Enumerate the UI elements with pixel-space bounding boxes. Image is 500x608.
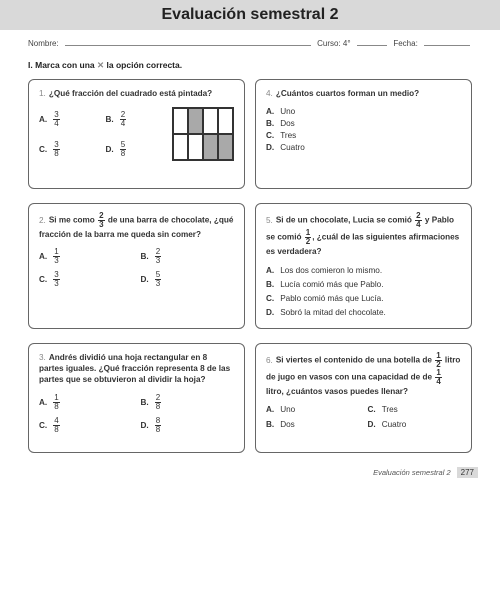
fecha-line	[424, 38, 470, 46]
q4-opt-c[interactable]: C.Tres	[266, 131, 461, 140]
nombre-label: Nombre:	[28, 39, 59, 48]
q1-options: A.34 B.24 C.38 D.58	[39, 107, 164, 161]
q5-num: 5.	[266, 216, 273, 225]
q5-text: 5.Si de un chocolate, Lucia se comió 24 …	[266, 212, 461, 257]
question-4: 4.¿Cuántos cuartos forman un medio? A.Un…	[255, 79, 472, 189]
page-title: Evaluación semestral 2	[0, 6, 500, 24]
q1-opt-d[interactable]: D.58	[106, 141, 165, 158]
q1-prompt: ¿Qué fracción del cuadrado está pintada?	[49, 89, 212, 98]
q2-opt-b[interactable]: B.23	[141, 248, 235, 265]
q6-opt-a[interactable]: A.Uno	[266, 405, 360, 414]
q4-text: 4.¿Cuántos cuartos forman un medio?	[266, 88, 461, 99]
q3-opt-b[interactable]: B.28	[141, 394, 235, 411]
instruction-roman: I.	[28, 60, 33, 70]
q5-opt-c[interactable]: C.Pablo comió más que Lucía.	[266, 293, 461, 304]
q5-options: A.Los dos comieron lo mismo. B.Lucía com…	[266, 265, 461, 318]
question-2: 2.Si me como 23 de una barra de chocolat…	[28, 203, 245, 329]
q1-text: 1.¿Qué fracción del cuadrado está pintad…	[39, 88, 234, 99]
q1-opt-c[interactable]: C.38	[39, 141, 98, 158]
q4-opt-d[interactable]: D.Cuatro	[266, 143, 461, 152]
q6-opt-d[interactable]: D.Cuatro	[368, 420, 462, 429]
q3-opt-a[interactable]: A.18	[39, 394, 133, 411]
curso-label: Curso: 4°	[317, 39, 350, 48]
q3-num: 3.	[39, 353, 46, 362]
q3-options: A.18 B.28 C.48 D.88	[39, 394, 234, 434]
fecha-label: Fecha:	[393, 39, 417, 48]
page-number: 277	[457, 467, 478, 478]
footer-label: Evaluación semestral 2	[373, 468, 451, 477]
nombre-line	[65, 38, 311, 46]
instruction-pre: Marca con una	[35, 60, 95, 70]
q2-opt-d[interactable]: D.53	[141, 271, 235, 288]
page-footer: Evaluación semestral 2 277	[0, 463, 500, 488]
instruction-post: la opción correcta.	[107, 60, 183, 70]
question-1: 1.¿Qué fracción del cuadrado está pintad…	[28, 79, 245, 189]
q1-opt-b[interactable]: B.24	[106, 111, 165, 128]
q4-prompt: ¿Cuántos cuartos forman un medio?	[276, 89, 419, 98]
q3-opt-c[interactable]: C.48	[39, 417, 133, 434]
q6-opt-b[interactable]: B.Dos	[266, 420, 360, 429]
q4-num: 4.	[266, 89, 273, 98]
q3-text: 3.Andrés dividió una hoja rectangular en…	[39, 352, 234, 385]
page: Evaluación semestral 2 Nombre: Curso: 4°…	[0, 0, 500, 488]
q1-figure	[172, 107, 234, 161]
title-bar: Evaluación semestral 2	[0, 0, 500, 30]
q3-opt-d[interactable]: D.88	[141, 417, 235, 434]
question-grid: 1.¿Qué fracción del cuadrado está pintad…	[0, 79, 500, 463]
q4-options: A.Uno B.Dos C.Tres D.Cuatro	[266, 107, 461, 152]
question-5: 5.Si de un chocolate, Lucia se comió 24 …	[255, 203, 472, 329]
q2-num: 2.	[39, 216, 46, 225]
q2-opt-c[interactable]: C.33	[39, 271, 133, 288]
q4-opt-a[interactable]: A.Uno	[266, 107, 461, 116]
q6-num: 6.	[266, 356, 273, 365]
question-3: 3.Andrés dividió una hoja rectangular en…	[28, 343, 245, 453]
q6-opt-c[interactable]: C.Tres	[368, 405, 462, 414]
q5-opt-b[interactable]: B.Lucía comió más que Pablo.	[266, 279, 461, 290]
q6-options: A.Uno C.Tres B.Dos D.Cuatro	[266, 405, 461, 429]
curso-line	[357, 38, 388, 46]
q2-options: A.13 B.23 C.33 D.53	[39, 248, 234, 288]
q1-opt-a[interactable]: A.34	[39, 111, 98, 128]
q2-text: 2.Si me como 23 de una barra de chocolat…	[39, 212, 234, 240]
q4-opt-b[interactable]: B.Dos	[266, 119, 461, 128]
q3-prompt: Andrés dividió una hoja rectangular en 8…	[39, 353, 230, 384]
q2-opt-a[interactable]: A.13	[39, 248, 133, 265]
q1-num: 1.	[39, 89, 46, 98]
q5-opt-a[interactable]: A.Los dos comieron lo mismo.	[266, 265, 461, 276]
meta-row: Nombre: Curso: 4° Fecha:	[0, 38, 500, 54]
x-icon: ✕	[97, 60, 104, 70]
q6-text: 6.Si viertes el contenido de una botella…	[266, 352, 461, 397]
q5-opt-d[interactable]: D.Sobró la mitad del chocolate.	[266, 307, 461, 318]
instruction: I. Marca con una ✕ la opción correcta.	[0, 54, 500, 79]
question-6: 6.Si viertes el contenido de una botella…	[255, 343, 472, 453]
